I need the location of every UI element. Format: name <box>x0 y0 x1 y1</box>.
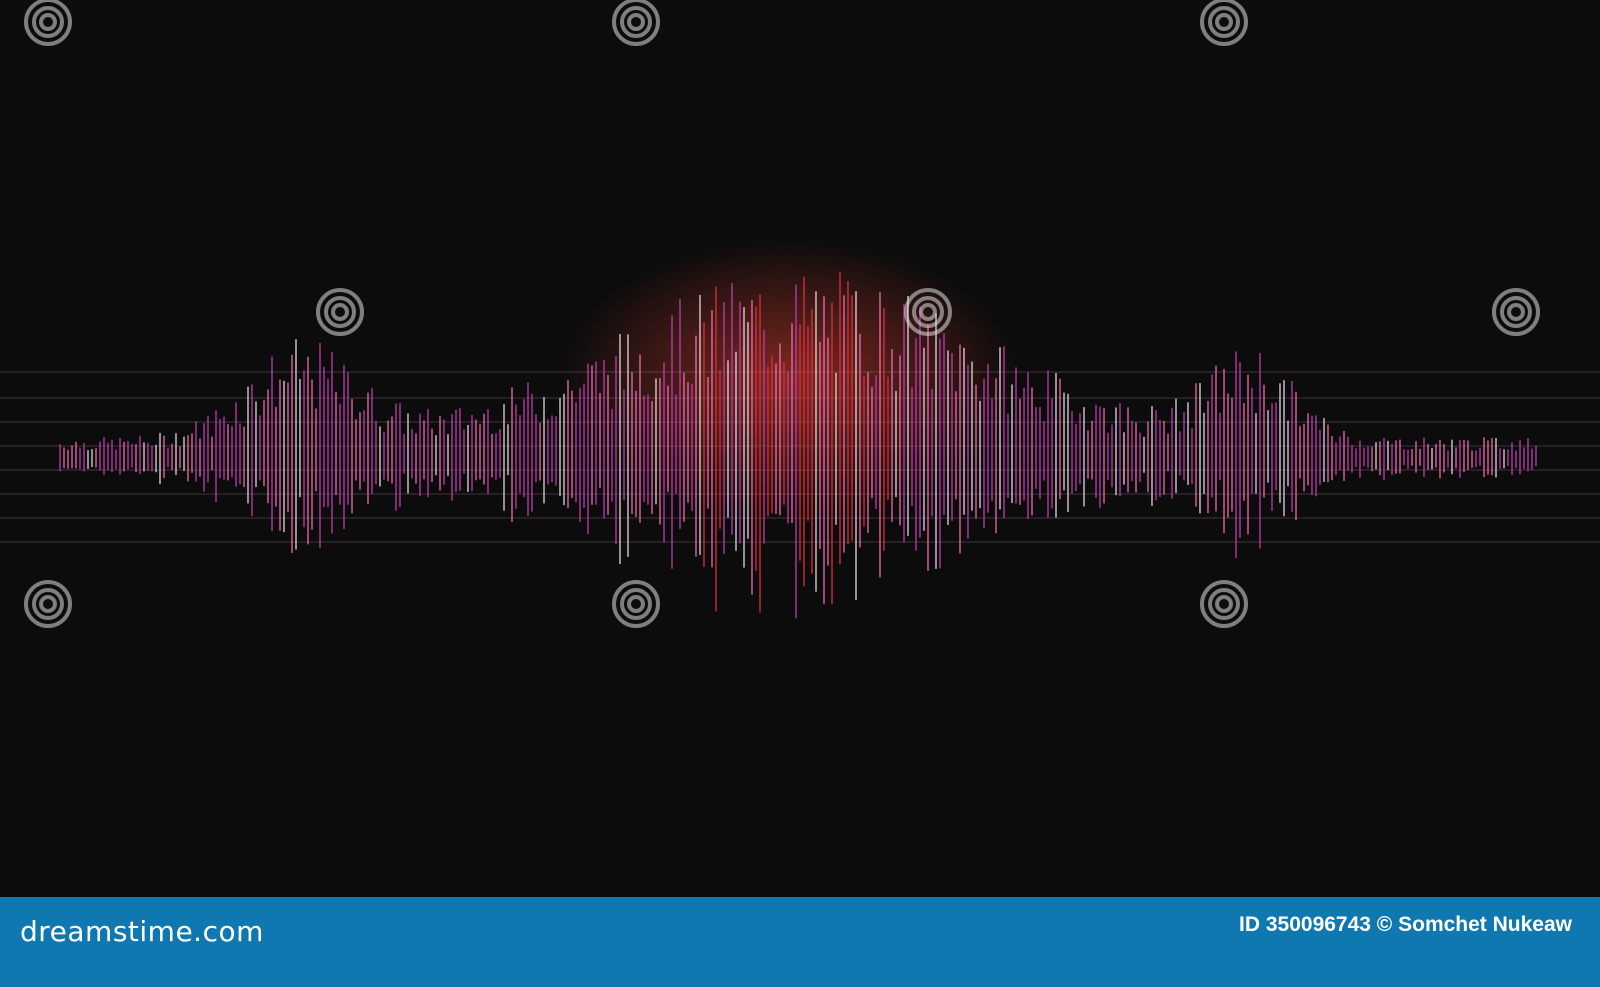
watermark-spiral-icon <box>1200 0 1248 46</box>
waveform-artwork <box>0 0 1600 628</box>
footer-bar: dreamstime.com ID 350096743 © Somchet Nu… <box>0 897 1600 987</box>
watermark-spiral-icon <box>32 588 64 620</box>
watermark-spiral-icon <box>620 6 652 38</box>
watermark-spiral-icon <box>1500 296 1532 328</box>
watermark-spiral-icon <box>1208 588 1240 620</box>
watermark-spiral-icon <box>627 595 645 613</box>
watermark-spiral-icon <box>316 288 364 336</box>
red-glow <box>560 240 1020 520</box>
brand-logo[interactable]: dreamstime.com <box>20 915 264 948</box>
watermark-spiral-icon <box>331 303 349 321</box>
watermark-spiral-icon <box>612 580 660 628</box>
watermark-spiral-icon <box>39 13 57 31</box>
watermark-spiral-icon <box>1200 580 1248 628</box>
watermark-spiral-icon <box>904 288 952 336</box>
watermark-spiral-icon <box>39 595 57 613</box>
watermark-spiral-icon <box>1492 288 1540 336</box>
watermark-spiral-icon <box>912 296 944 328</box>
watermark-spiral-icon <box>32 6 64 38</box>
watermark-spiral-icon <box>612 0 660 46</box>
watermark-spiral-icon <box>1208 6 1240 38</box>
watermark-spiral-icon <box>1215 595 1233 613</box>
watermark-spiral-icon <box>627 13 645 31</box>
watermark-spiral-icon <box>919 303 937 321</box>
watermark-spiral-icon <box>24 0 72 46</box>
waveform-bars <box>59 272 1537 619</box>
watermark-spiral-icon <box>1215 13 1233 31</box>
watermark-spiral-icon <box>620 588 652 620</box>
watermark-spirals <box>24 0 1540 628</box>
watermark-spiral-icon <box>24 580 72 628</box>
watermark-spiral-icon <box>1507 303 1525 321</box>
watermark-spiral-icon <box>324 296 356 328</box>
image-credit: ID 350096743 © Somchet Nukeaw <box>1239 913 1572 936</box>
